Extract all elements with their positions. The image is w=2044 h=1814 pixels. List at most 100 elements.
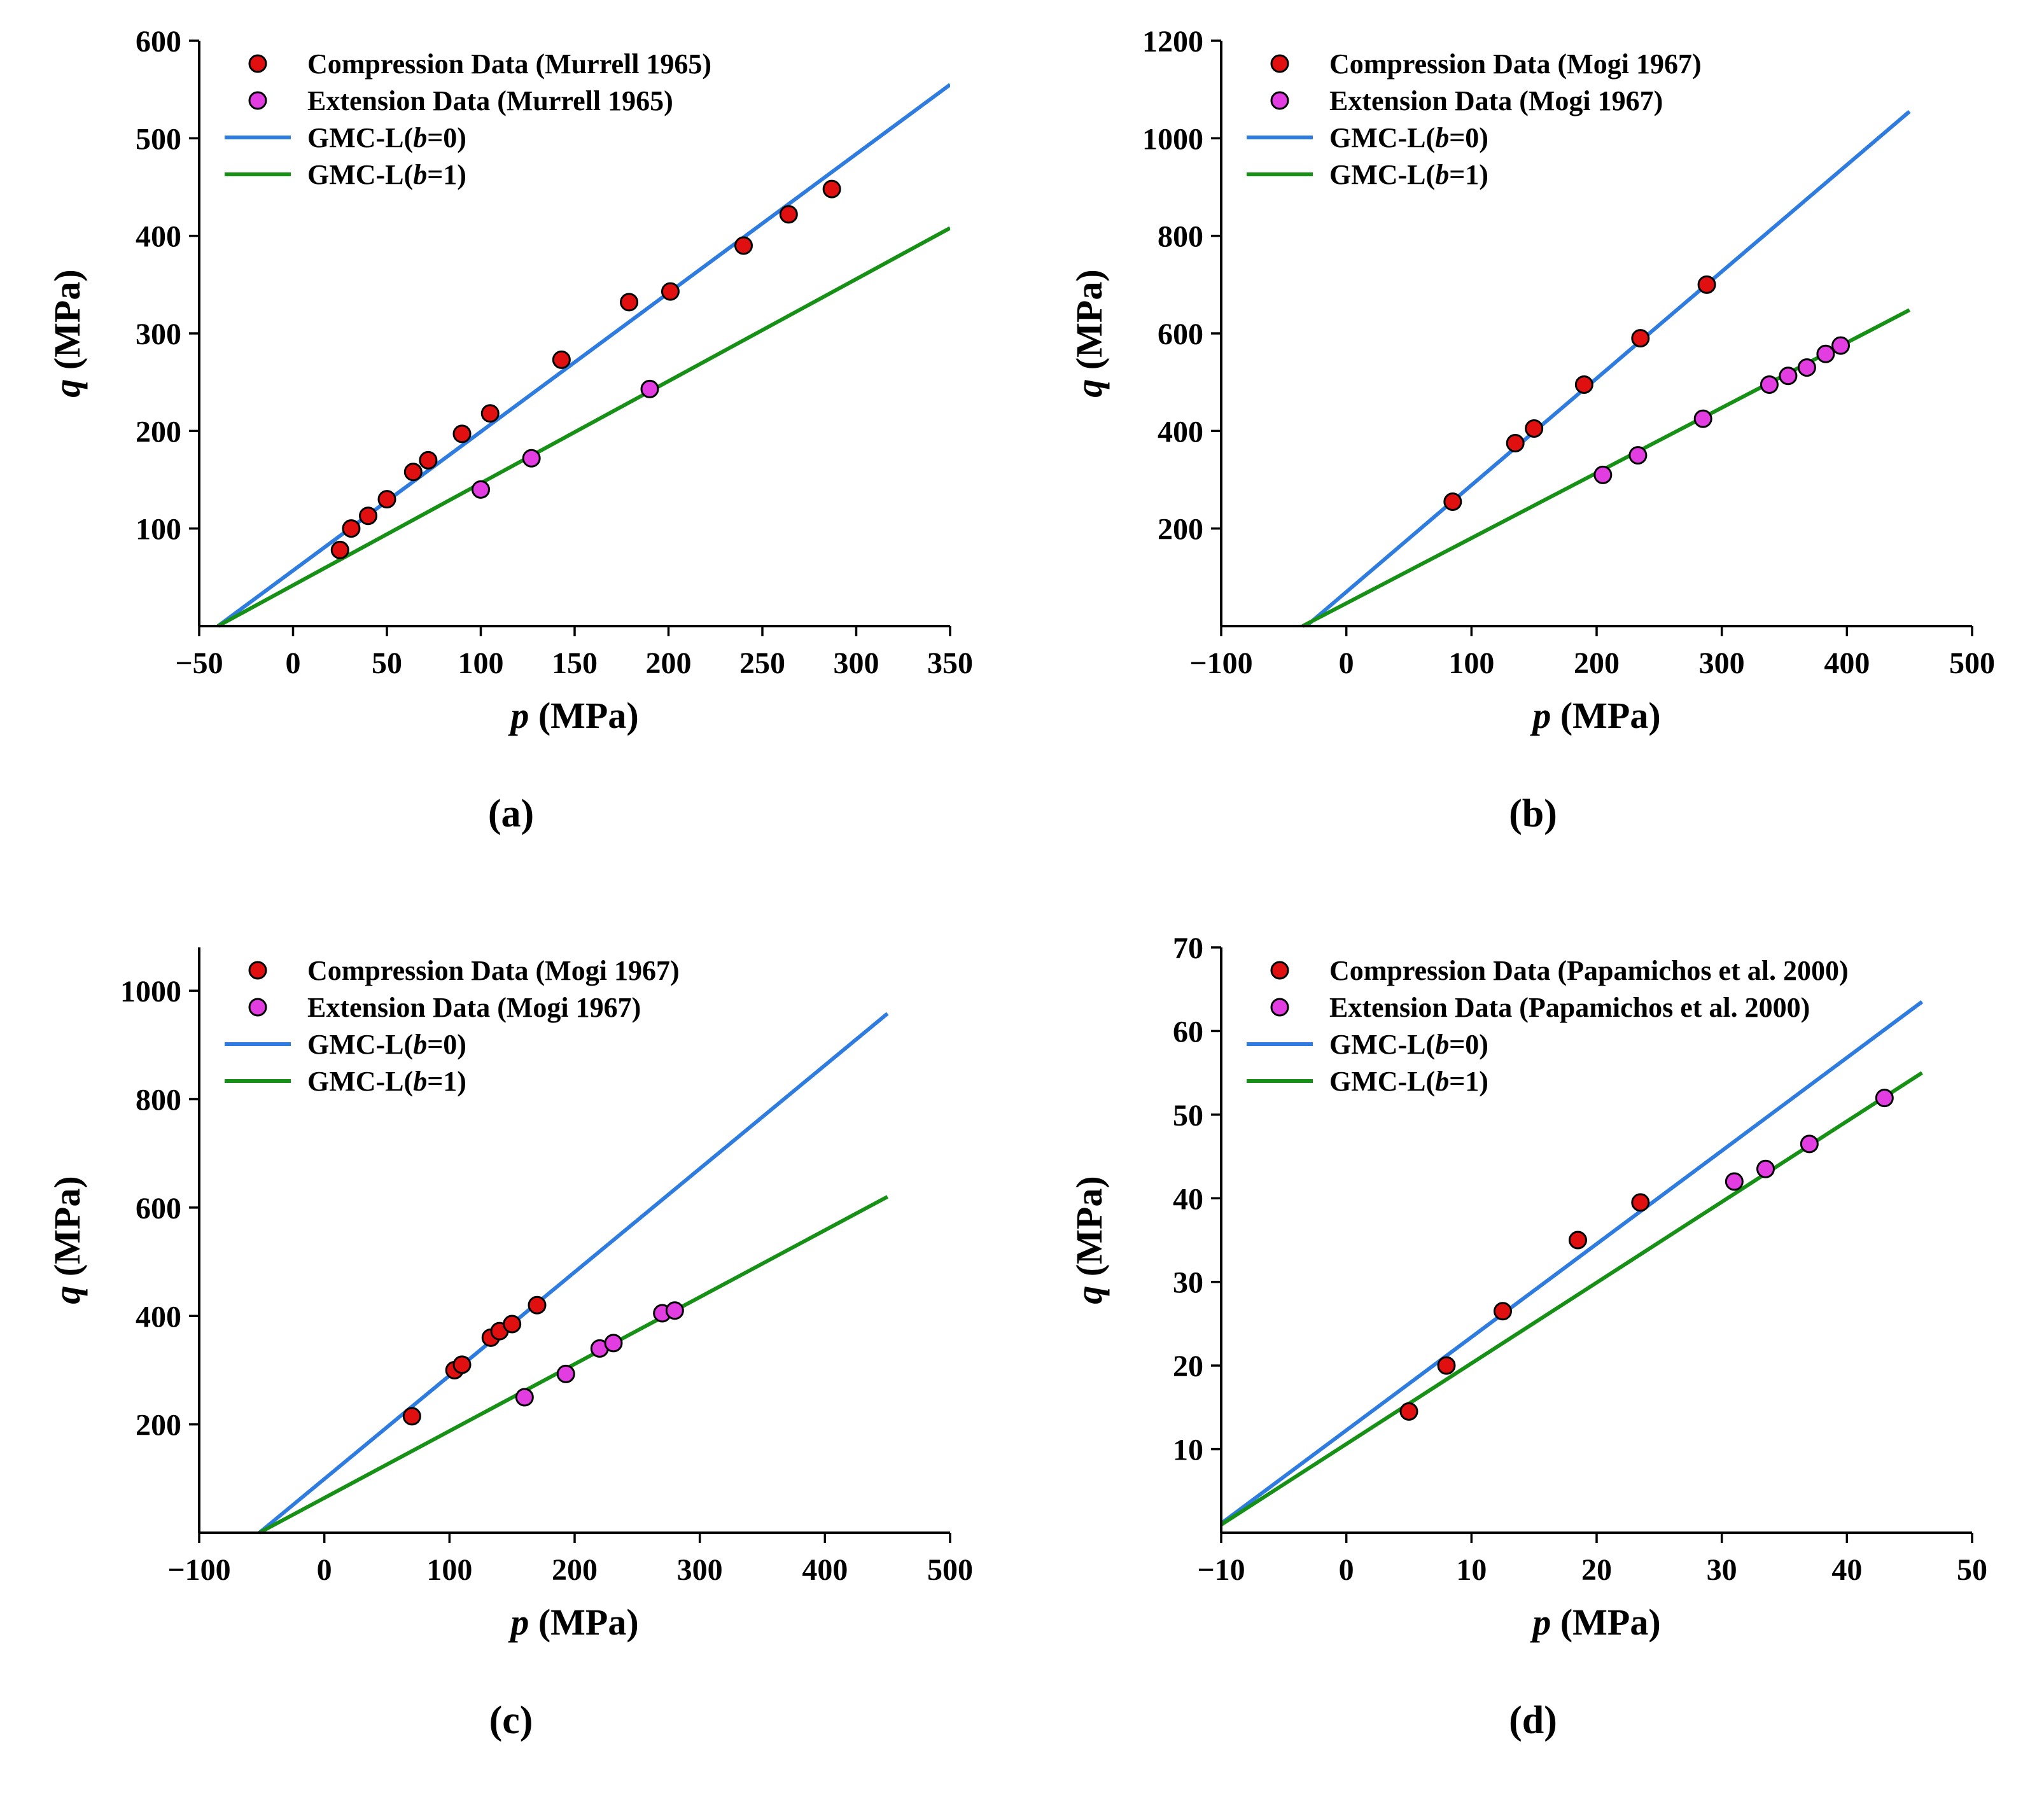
legend-label: GMC-L(b=1) xyxy=(307,159,466,190)
chart-canvas-c: −100 0 100 200 300 400 500 200 400 600 800 1000 p (M… xyxy=(46,947,973,1643)
x-tick-label: 200 xyxy=(552,1553,598,1587)
y-axis-title: q (MPa) xyxy=(1068,1176,1110,1304)
x-tick-label: 400 xyxy=(1824,646,1870,680)
data-point xyxy=(1797,358,1816,377)
data-point xyxy=(665,1301,684,1320)
data-point xyxy=(1816,344,1835,363)
legend: Compression Data (Mogi 1967) Extension Da… xyxy=(225,955,680,1097)
data-point xyxy=(515,1388,534,1407)
data-point xyxy=(1494,1302,1512,1321)
data-point xyxy=(1525,419,1544,438)
x-tick-label: 0 xyxy=(1339,1553,1354,1587)
x-tick-label: 500 xyxy=(1949,646,1995,680)
panel-c: −100 0 100 200 300 400 500 200 400 600 800 1000 p (M… xyxy=(0,907,1022,1814)
legend-label: GMC-L(b=0) xyxy=(307,122,466,153)
data-point xyxy=(528,1295,547,1315)
data-point xyxy=(402,1407,421,1426)
fit-line xyxy=(216,83,950,628)
chart-canvas-b: −100 0 100 200 300 400 500 200 400 600 800 1000 1200… xyxy=(1068,25,1995,736)
y-tick-label: 800 xyxy=(1158,220,1203,254)
data-point xyxy=(734,236,753,255)
x-axis-title: p (MPa) xyxy=(1529,695,1660,736)
panel-a: −50 0 50 100 150 200 250 300 350 100 200 300 400 500 6… xyxy=(0,0,1022,907)
chart-a: −50 0 50 100 150 200 250 300 350 100 200 300 400 500 6… xyxy=(34,15,988,753)
legend: Compression Data (Mogi 1967) Extension Da… xyxy=(1247,48,1702,190)
y-tick-label: 200 xyxy=(136,1409,181,1442)
x-tick-label: −100 xyxy=(167,1553,230,1587)
chart-d: −10 0 10 20 30 40 50 10 20 30 40 50 60 70 p (MPa) q (MP… xyxy=(1056,922,2010,1660)
scatter-series xyxy=(472,379,659,499)
fit-line xyxy=(1305,109,1911,628)
y-tick-label: 10 xyxy=(1173,1434,1203,1467)
data-point xyxy=(1631,1193,1650,1212)
data-point xyxy=(1760,375,1779,394)
fit-line xyxy=(217,226,950,628)
y-tick-label: 70 xyxy=(1173,931,1203,965)
caption-c: (c) xyxy=(489,1699,533,1742)
legend-marker xyxy=(1270,961,1289,980)
data-point xyxy=(1443,492,1462,511)
fit-line xyxy=(1221,1000,1924,1526)
panel-b: −100 0 100 200 300 400 500 200 400 600 800 1000 1200… xyxy=(1022,0,2044,907)
y-tick-label: 600 xyxy=(136,25,181,59)
data-point xyxy=(1399,1402,1418,1421)
data-point xyxy=(503,1315,522,1334)
x-tick-label: 300 xyxy=(1699,646,1745,680)
x-tick-label: 30 xyxy=(1707,1553,1737,1587)
scatter-series xyxy=(1399,1193,1650,1421)
legend-marker xyxy=(248,998,267,1017)
chart-b: −100 0 100 200 300 400 500 200 400 600 800 1000 1200… xyxy=(1056,15,2010,753)
data-point xyxy=(1697,275,1716,294)
scatter-series xyxy=(402,1295,547,1426)
x-tick-label: 300 xyxy=(834,646,879,680)
legend-marker xyxy=(1270,91,1289,110)
data-point xyxy=(1875,1089,1894,1108)
legend-label: Extension Data (Papamichos et al. 2000) xyxy=(1329,992,1810,1023)
axes: −100 0 100 200 300 400 500 200 400 600 800 1000 1200 xyxy=(1142,25,1995,680)
fit-line xyxy=(258,1195,889,1535)
scatter-series xyxy=(1725,1089,1894,1191)
legend-marker xyxy=(248,91,267,110)
data-point xyxy=(604,1334,623,1353)
y-tick-label: 60 xyxy=(1173,1015,1203,1049)
x-tick-label: 350 xyxy=(927,646,973,680)
chart-c: −100 0 100 200 300 400 500 200 400 600 800 1000 p (M… xyxy=(34,922,988,1660)
x-tick-label: 0 xyxy=(286,646,301,680)
data-point xyxy=(1593,465,1613,484)
axes: −50 0 50 100 150 200 250 300 350 100 200 300 400 500 6… xyxy=(136,25,973,680)
y-tick-label: 300 xyxy=(136,317,181,351)
y-axis-title: q (MPa) xyxy=(46,269,88,397)
y-tick-label: 50 xyxy=(1173,1099,1203,1133)
legend-label: Compression Data (Murrell 1965) xyxy=(307,48,711,80)
caption-b: (b) xyxy=(1509,792,1557,835)
data-point xyxy=(359,506,377,526)
legend-label: Extension Data (Mogi 1967) xyxy=(1329,85,1663,116)
x-tick-label: 0 xyxy=(317,1553,332,1587)
data-point xyxy=(1631,329,1650,348)
x-axis-title: p (MPa) xyxy=(507,1601,638,1643)
data-point xyxy=(822,179,841,199)
legend-marker xyxy=(248,961,267,980)
x-tick-label: 20 xyxy=(1581,1553,1612,1587)
y-tick-label: 30 xyxy=(1173,1266,1203,1300)
y-tick-label: 20 xyxy=(1173,1350,1203,1383)
legend-label: Compression Data (Mogi 1967) xyxy=(307,955,680,986)
caption-a: (a) xyxy=(487,792,535,835)
data-point xyxy=(1569,1231,1587,1250)
data-point xyxy=(552,350,571,369)
legend-label: GMC-L(b=1) xyxy=(307,1066,466,1097)
y-tick-label: 400 xyxy=(1158,415,1203,449)
panel-d: −10 0 10 20 30 40 50 10 20 30 40 50 60 70 p (MPa) q (MP… xyxy=(1022,907,2044,1814)
x-tick-label: 40 xyxy=(1831,1553,1862,1587)
x-tick-label: 200 xyxy=(1574,646,1620,680)
legend: Compression Data (Murrell 1965) Extension… xyxy=(225,48,711,190)
data-point xyxy=(330,540,349,559)
x-tick-label: 10 xyxy=(1456,1553,1487,1587)
fit-line xyxy=(258,1012,889,1535)
y-tick-label: 100 xyxy=(136,513,181,547)
scatter-series xyxy=(1443,275,1716,511)
data-point xyxy=(472,480,490,499)
fit-lines xyxy=(1221,1000,1924,1527)
data-point xyxy=(640,379,659,398)
